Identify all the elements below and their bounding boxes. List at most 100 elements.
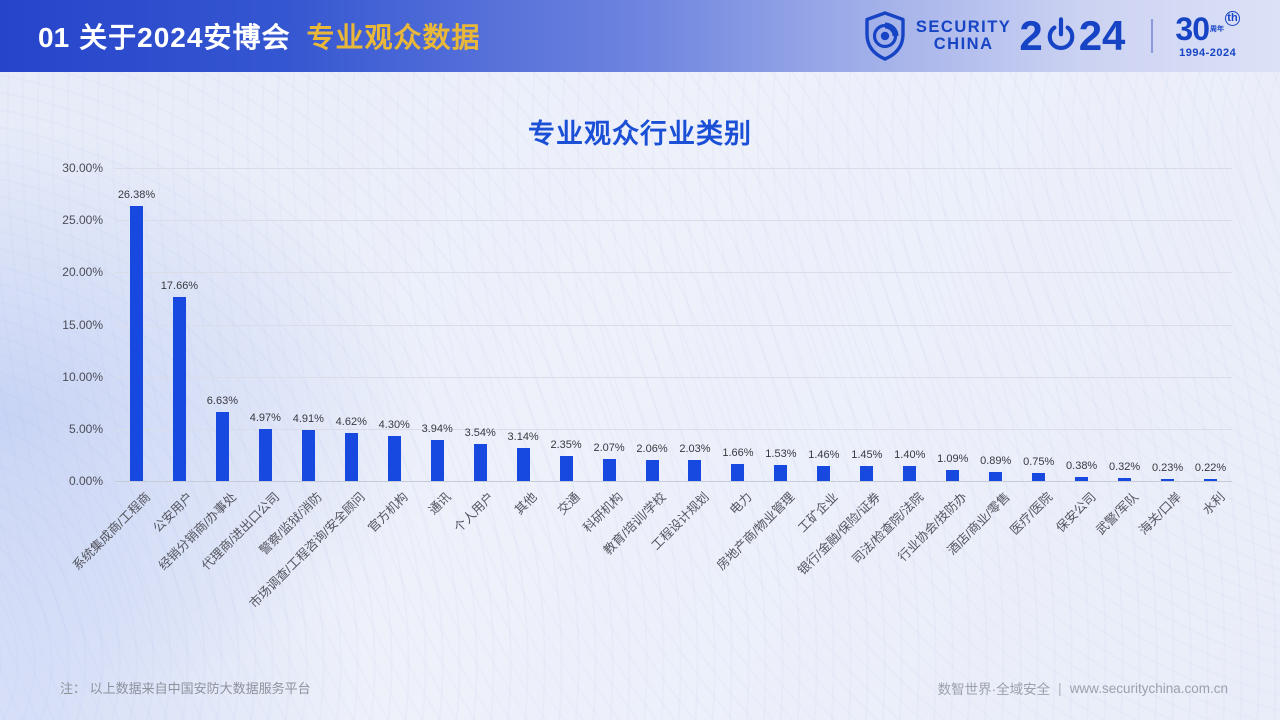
category-label-text: 武警/军队 [1093, 489, 1142, 538]
year-2024: 2 24 [1019, 12, 1125, 60]
y-axis-tick-label: 5.00% [68, 421, 103, 436]
y-axis-tick-label: 20.00% [62, 265, 103, 280]
category-label-text: 医疗/医院 [1007, 489, 1056, 538]
bar-value-label: 1.46% [808, 448, 840, 461]
header-subtitle: 专业观众数据 [306, 22, 481, 53]
y-axis-tick-label: 30.00% [62, 161, 103, 175]
bar [215, 411, 229, 481]
bar-value-label: 1.66% [722, 446, 754, 459]
bar-value-label: 0.23% [1151, 461, 1184, 474]
bar [172, 296, 186, 481]
gridline [115, 272, 1232, 274]
bar-value-label: 0.75% [1023, 456, 1055, 469]
header-divider [1151, 19, 1154, 53]
anniversary-badge: 30 周年 th 1994-2024 [1175, 11, 1240, 59]
source-note: 注： 以上数据来自中国安防大数据服务平台 [60, 681, 311, 696]
bar-value-label: 1.53% [765, 448, 797, 461]
bar-value-label: 2.06% [636, 442, 668, 455]
category-label-text: 系统集成商/工程商 [70, 489, 154, 573]
bar [989, 471, 1003, 481]
bar-value-label: 3.94% [421, 422, 453, 435]
bar [946, 469, 960, 481]
bar-value-label: 26.38% [117, 188, 156, 201]
bar [473, 444, 487, 481]
bar [602, 459, 616, 481]
bar-value-label: 2.35% [550, 439, 582, 452]
bar [258, 429, 272, 481]
shield-icon [865, 11, 905, 61]
bar [860, 465, 874, 481]
gridline [115, 220, 1232, 222]
bar [817, 465, 831, 481]
bar [129, 205, 143, 481]
bar-value-label: 2.03% [679, 442, 711, 455]
bar-value-label: 1.40% [894, 449, 926, 462]
footer-slogan: 数智世界·全域安全 [937, 682, 1051, 697]
year-suffix: 24 [1078, 12, 1126, 59]
bar [688, 459, 702, 481]
bar [430, 439, 444, 481]
y-axis-tick-label: 15.00% [62, 317, 103, 332]
bar [344, 432, 358, 481]
x-axis-labels: 系统集成商/工程商 公安用户 经销分销商/办事处 代理商/进出口公司 警察/监狱/消防市… [70, 487, 1232, 662]
footer-site-line: 数智世界·全域安全 | www.securitychina.com.cn [938, 678, 1228, 698]
year-prefix: 2 [1019, 12, 1043, 59]
header-bar: 01 关于2024安博会 专业观众数据 SECURITY CHINA 2 [0, 0, 1280, 72]
brand-line2: CHINA [933, 35, 994, 53]
bar [1204, 478, 1218, 481]
bar [301, 429, 315, 481]
footer-separator: | [1058, 680, 1062, 696]
bar-value-label: 4.97% [249, 412, 281, 425]
bar [559, 456, 573, 481]
brand-name: SECURITY CHINA [916, 19, 1011, 53]
category-label-text: 官方机构 [365, 489, 411, 536]
bar-value-label: 0.89% [980, 454, 1012, 467]
bar-value-label: 4.91% [292, 412, 324, 425]
category-label-text: 个人用户 [451, 489, 497, 536]
category-label-text: 海关/口岸 [1136, 489, 1185, 538]
bar [903, 466, 917, 481]
gridline [115, 168, 1232, 169]
bar [1075, 477, 1089, 481]
bar [731, 463, 745, 481]
gridline [115, 324, 1232, 326]
bar-value-label: 0.38% [1066, 460, 1098, 473]
category-label-text: 水利 [1199, 489, 1228, 518]
bar-value-label: 4.62% [335, 415, 367, 428]
category-label-text: 其他 [512, 489, 540, 518]
bar-chart-plot: 30.00% 25.00% 20.00% 15.00% 10.00% 5.00% 0.00%… [62, 161, 1232, 488]
bar-value-label: 0.22% [1194, 461, 1227, 474]
anniversary-years: 1994-2024 [1179, 47, 1237, 59]
anniversary-th: th [1225, 11, 1240, 26]
anniversary-zhounian: 周年 [1210, 25, 1224, 33]
category-label-text: 电力 [727, 489, 755, 518]
header-title-group: 01 关于2024安博会 专业观众数据 [38, 16, 480, 56]
security-china-logo: SECURITY CHINA 2 24 [863, 11, 1125, 61]
bar-value-label: 4.30% [378, 419, 410, 432]
footer-website: www.securitychina.com.cn [1069, 680, 1228, 696]
bar-value-label: 3.54% [464, 427, 496, 440]
bar [387, 436, 401, 481]
bar-value-label: 2.07% [593, 442, 625, 455]
bar-value-label: 17.66% [160, 279, 199, 292]
gridline [115, 428, 1232, 430]
chart-title: 专业观众行业类别 [528, 119, 752, 149]
category-label-text: 通讯 [426, 489, 454, 518]
category-label-text: 保安公司 [1053, 489, 1099, 536]
bar-value-label: 6.63% [206, 394, 238, 407]
header-title: 关于2024安博会 [79, 22, 291, 53]
bar-value-label: 1.45% [851, 448, 883, 461]
gridline [115, 376, 1232, 378]
bar [1161, 478, 1175, 481]
category-label-text: 交通 [555, 489, 583, 518]
y-axis-tick-label: 0.00% [68, 474, 103, 488]
bar [774, 465, 788, 481]
y-axis-tick-label: 25.00% [62, 213, 103, 228]
bar-value-label: 1.09% [937, 452, 969, 465]
slide-number: 01 [38, 22, 70, 53]
bar [645, 459, 659, 481]
gridline [115, 481, 1232, 482]
bar [516, 448, 530, 481]
bar-value-label: 3.14% [507, 431, 539, 444]
